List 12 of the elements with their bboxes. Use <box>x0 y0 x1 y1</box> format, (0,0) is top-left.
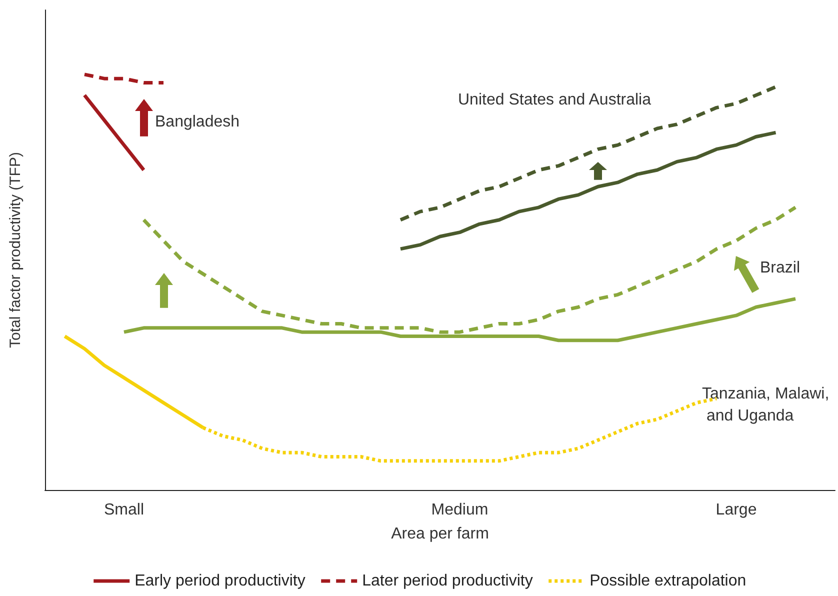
x-tick-label: Medium <box>431 502 488 518</box>
legend-label: Later period productivity <box>362 572 533 590</box>
annotation: Brazil <box>760 260 800 276</box>
annotation: Tanzania, Malawi, and Uganda <box>702 386 830 424</box>
x-axis-title: Area per farm <box>391 526 489 542</box>
annotation: Bangladesh <box>155 114 240 130</box>
y-axis-title: Total factor productivity (TFP) <box>7 152 24 348</box>
legend-label: Possible extrapolation <box>590 572 746 590</box>
legend-label: Early period productivity <box>134 572 306 590</box>
x-tick-label: Large <box>716 502 757 518</box>
annotation: United States and Australia <box>458 92 652 108</box>
x-tick-label: Small <box>104 502 144 518</box>
